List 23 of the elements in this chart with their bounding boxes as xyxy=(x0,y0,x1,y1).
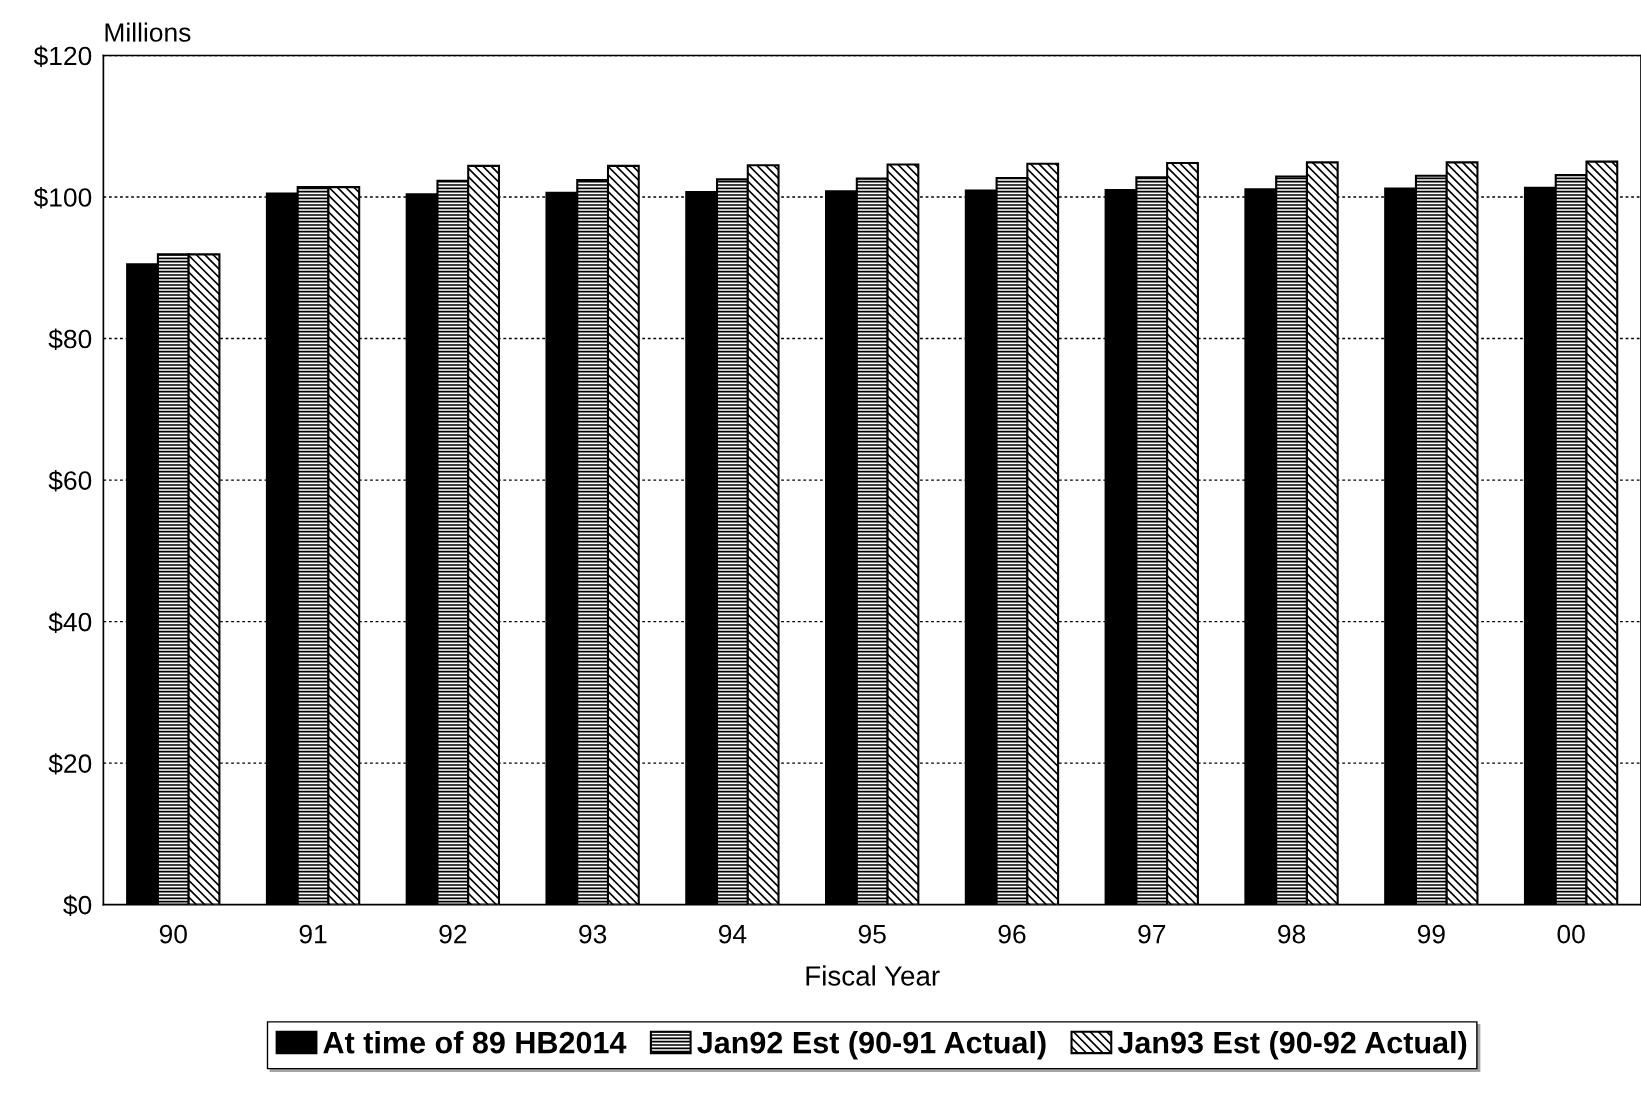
y-tick-label: $120 xyxy=(33,45,92,67)
y-tick-label: $0 xyxy=(63,894,92,917)
x-tick-label: 97 xyxy=(1138,924,1166,944)
y-tick-label: $100 xyxy=(33,187,92,209)
x-tick-label: 91 xyxy=(299,924,327,944)
x-tick-label: 98 xyxy=(1278,924,1306,944)
y-axis-title: Millions xyxy=(105,22,191,42)
legend-label: At time of 89 HB2014 xyxy=(323,1030,627,1054)
x-axis-title: Fiscal Year xyxy=(806,965,940,986)
y-tick-label: $20 xyxy=(48,753,92,775)
x-tick-label: 00 xyxy=(1557,924,1585,944)
x-tick-label: 96 xyxy=(998,924,1026,944)
y-tick-label: $60 xyxy=(48,470,92,492)
x-tick-label: 93 xyxy=(579,924,607,944)
y-tick-label: $40 xyxy=(48,611,92,633)
legend-label: Jan92 Est (90-91 Actual) xyxy=(697,1030,1046,1060)
x-tick-label: 94 xyxy=(718,924,747,944)
x-tick-label: 90 xyxy=(159,924,187,944)
x-tick-label: 95 xyxy=(858,924,886,944)
legend-label: Jan93 Est (90-92 Actual) xyxy=(1117,1030,1467,1060)
y-tick-label: $80 xyxy=(48,328,92,350)
x-tick-label: 99 xyxy=(1417,924,1445,944)
x-tick-label: 92 xyxy=(439,924,467,944)
